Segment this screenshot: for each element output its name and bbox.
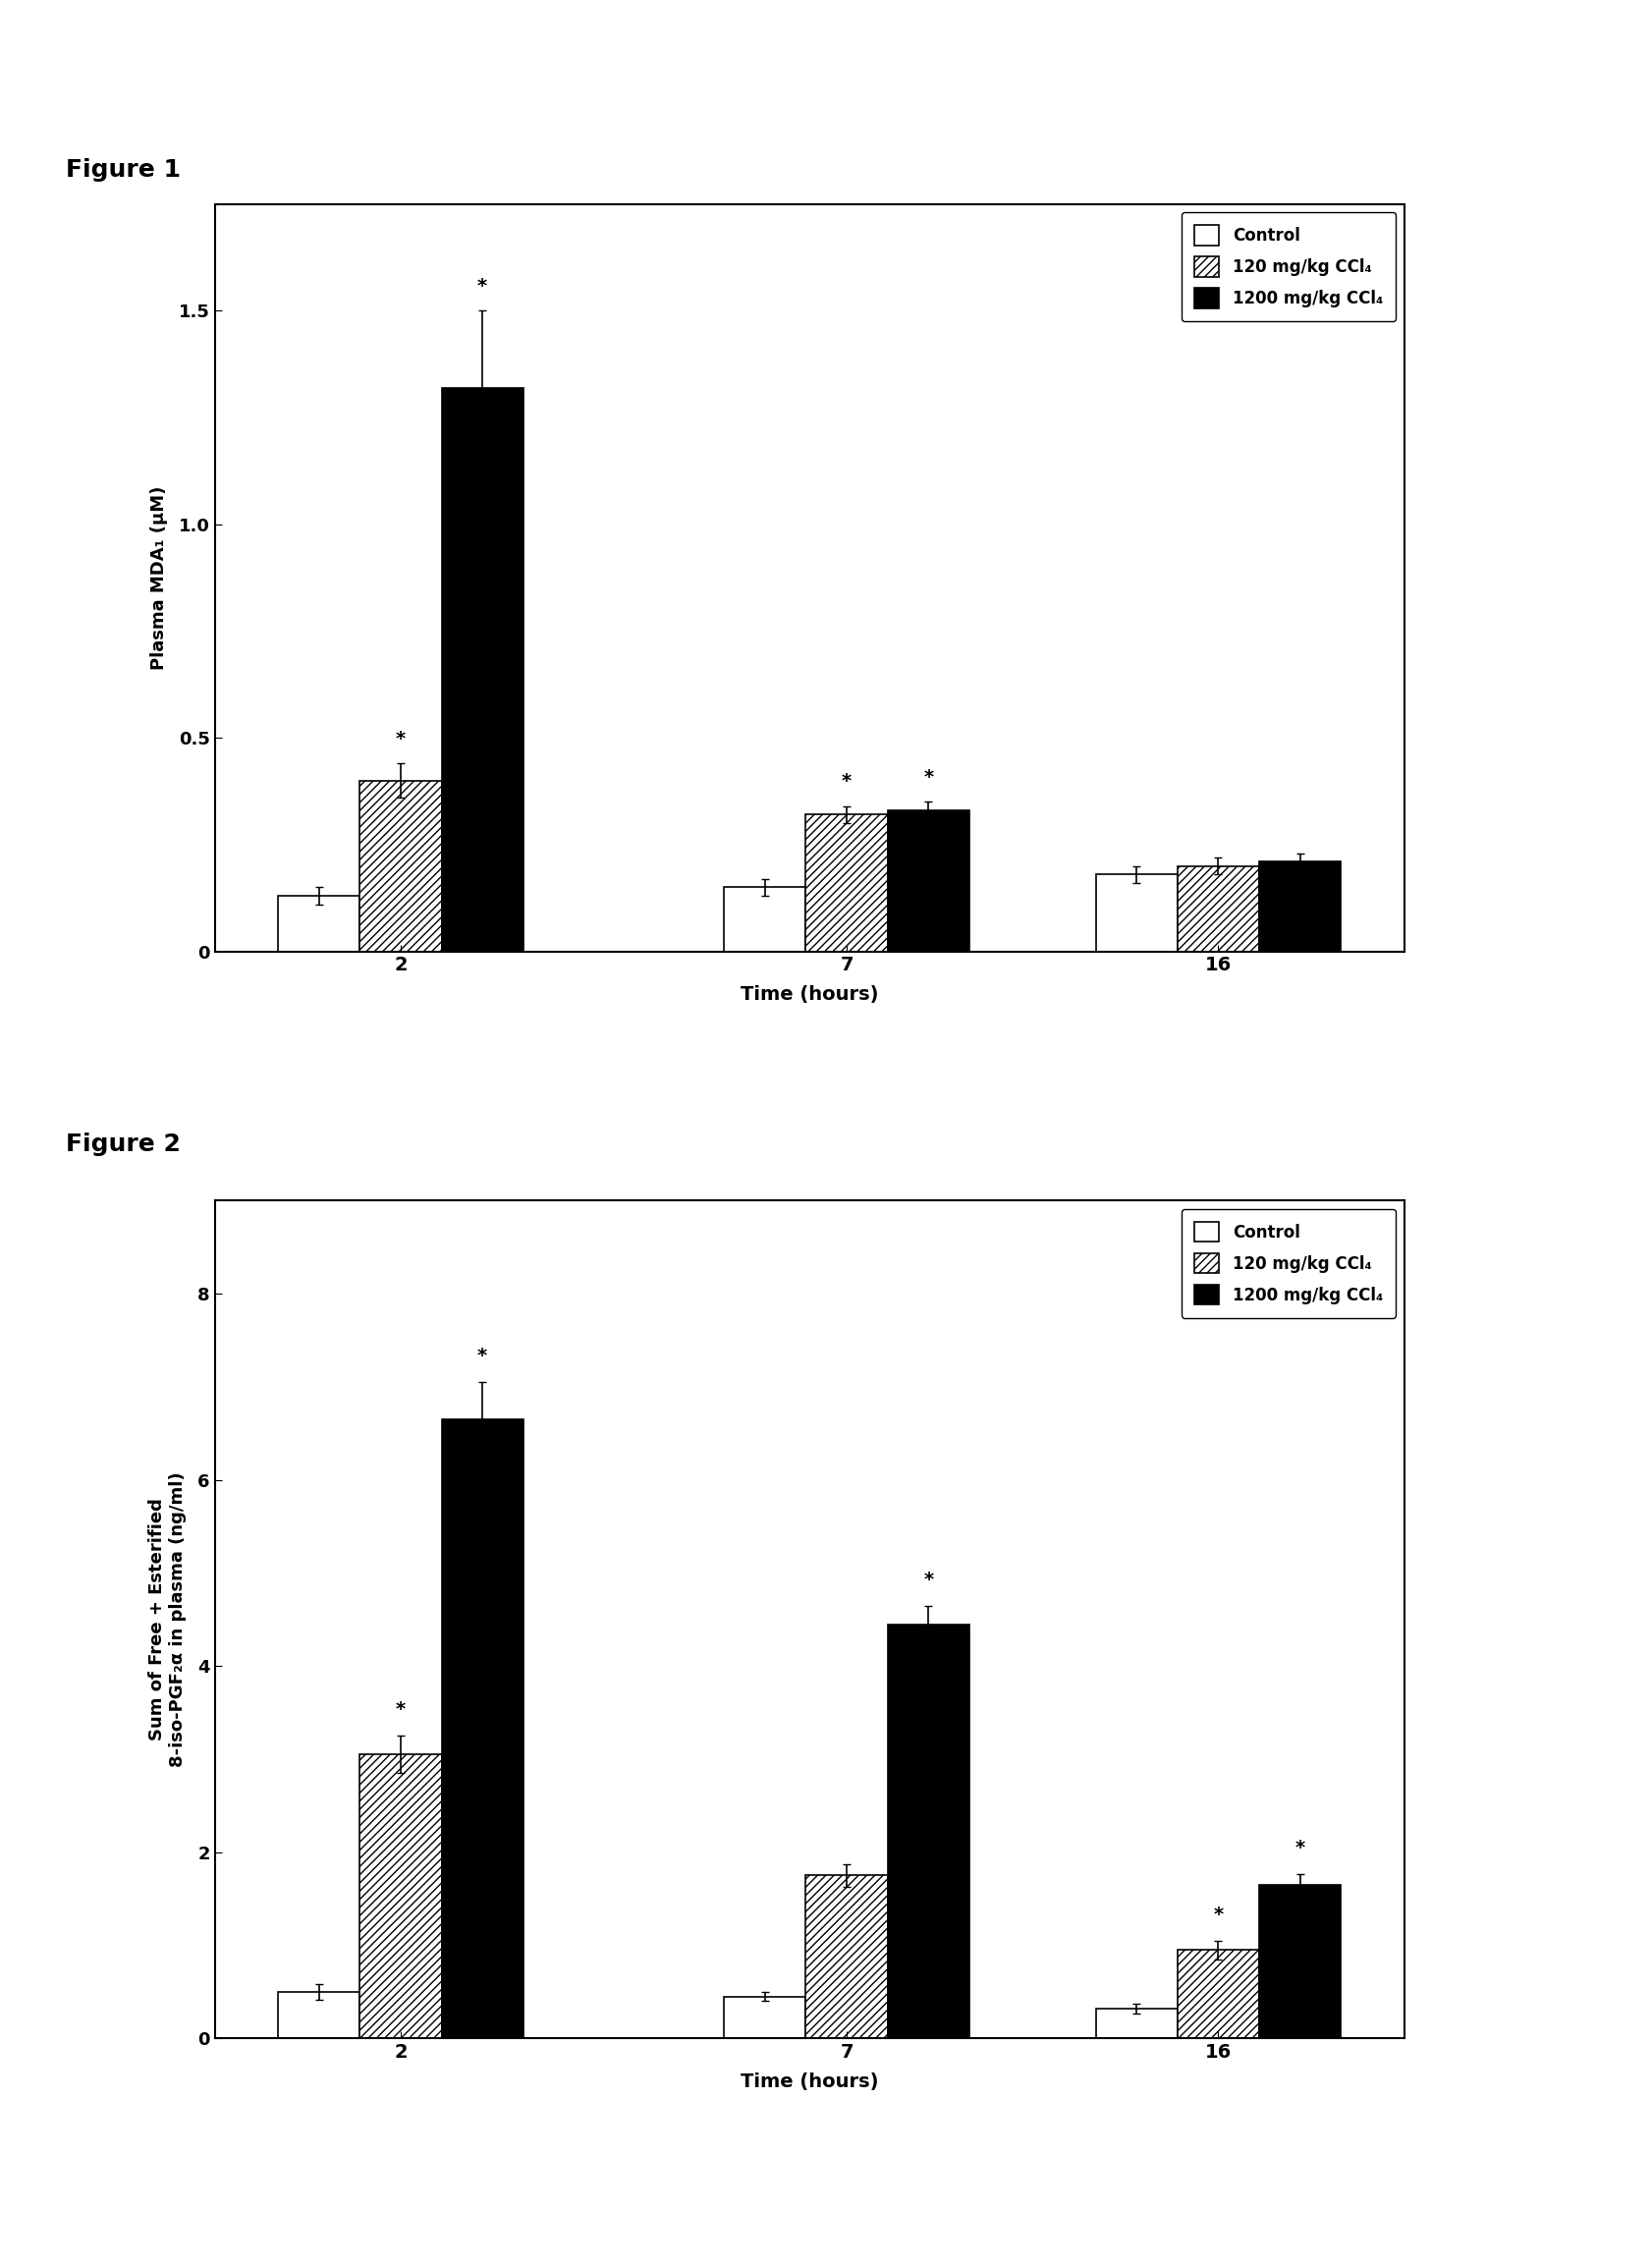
X-axis label: Time (hours): Time (hours) (740, 2072, 879, 2091)
Bar (1259, 861, 1341, 951)
Bar (806, 815, 887, 951)
Bar (441, 387, 524, 951)
Bar (1259, 1884, 1341, 2039)
Bar (360, 781, 441, 951)
Text: *: * (923, 1570, 933, 1588)
Bar (724, 888, 806, 951)
Text: *: * (477, 1348, 487, 1366)
Y-axis label: Sum of Free + Esterified
8-iso-PGF₂α in plasma (ng/ml): Sum of Free + Esterified 8-iso-PGF₂α in … (149, 1472, 187, 1767)
Bar (441, 1420, 524, 2039)
Legend: Control, 120 mg/kg CCl₄, 1200 mg/kg CCl₄: Control, 120 mg/kg CCl₄, 1200 mg/kg CCl₄ (1181, 1210, 1396, 1318)
Text: *: * (477, 276, 487, 297)
Y-axis label: Plasma MDA₁ (μM): Plasma MDA₁ (μM) (150, 485, 169, 670)
Text: *: * (1213, 1905, 1224, 1923)
Bar (887, 1624, 970, 2039)
Bar (806, 1875, 887, 2039)
Bar (360, 1755, 441, 2039)
Text: *: * (1295, 1839, 1305, 1857)
Bar (1178, 1950, 1259, 2039)
Text: Figure 2: Figure 2 (66, 1132, 180, 1155)
Bar (278, 895, 360, 951)
Text: *: * (841, 772, 852, 790)
Legend: Control, 120 mg/kg CCl₄, 1200 mg/kg CCl₄: Control, 120 mg/kg CCl₄, 1200 mg/kg CCl₄ (1181, 213, 1396, 322)
Bar (887, 811, 970, 951)
Bar (1095, 874, 1178, 951)
Bar (278, 1991, 360, 2039)
Bar (1095, 2009, 1178, 2039)
Text: Figure 1: Figure 1 (66, 159, 182, 181)
X-axis label: Time (hours): Time (hours) (740, 985, 879, 1003)
Bar (724, 1998, 806, 2039)
Text: *: * (923, 768, 933, 786)
Text: *: * (395, 729, 406, 747)
Bar (1178, 865, 1259, 951)
Text: *: * (395, 1701, 406, 1719)
